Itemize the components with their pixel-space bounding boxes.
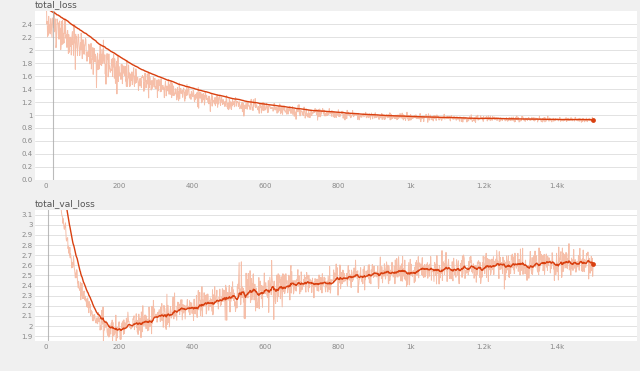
- Text: total_val_loss: total_val_loss: [35, 199, 96, 208]
- Text: total_loss: total_loss: [35, 0, 78, 9]
- Point: [588, 260, 598, 266]
- Point: [588, 117, 598, 123]
